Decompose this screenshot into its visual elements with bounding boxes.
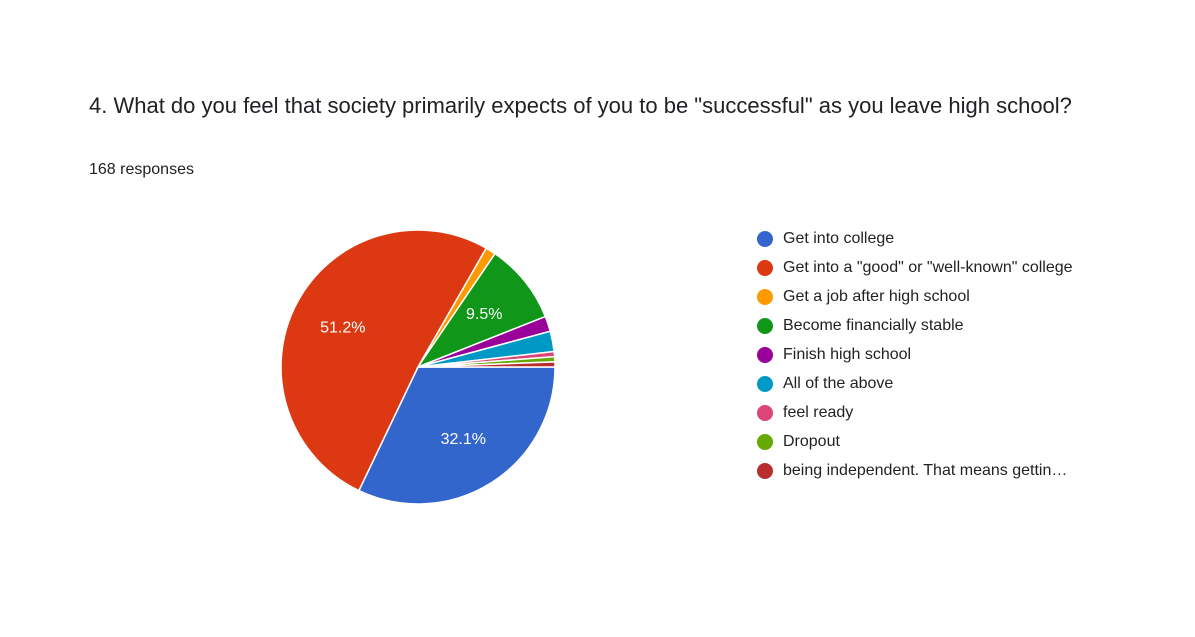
legend-item: feel ready: [757, 402, 1087, 424]
legend-label: being independent. That means gettin…: [783, 462, 1068, 479]
legend-label: Finish high school: [783, 346, 912, 363]
legend-label: feel ready: [783, 404, 854, 421]
legend-label: Get into college: [783, 230, 895, 247]
legend-label: Dropout: [783, 433, 840, 450]
legend-swatch: [757, 260, 773, 276]
question-title: 4. What do you feel that society primari…: [89, 93, 1072, 118]
legend-swatch: [757, 463, 773, 479]
pie-slice-0: [357, 366, 556, 505]
legend-item: Get a job after high school: [757, 286, 1087, 308]
legend-label: Get a job after high school: [783, 288, 970, 305]
pie-slice-1: [280, 229, 488, 492]
slice-data-label-3: 9.5%: [466, 306, 502, 323]
legend-item: Become financially stable: [757, 315, 1087, 337]
legend-swatch: [757, 289, 773, 305]
pie-slice-8: [417, 361, 556, 368]
legend-swatch: [757, 434, 773, 450]
slice-data-label-1: 51.2%: [320, 319, 365, 336]
legend-label: Become financially stable: [783, 317, 964, 334]
legend-swatch: [757, 405, 773, 421]
legend-swatch: [757, 231, 773, 247]
legend-item: All of the above: [757, 373, 1087, 395]
legend-item: Finish high school: [757, 344, 1087, 366]
pie-slice-3: [416, 252, 547, 369]
legend-label: Get into a "good" or "well-known" colleg…: [783, 259, 1073, 276]
legend-swatch: [757, 376, 773, 392]
legend-label: All of the above: [783, 375, 894, 392]
slice-data-label-0: 32.1%: [441, 431, 486, 448]
legend-item: Get into college: [757, 228, 1087, 250]
response-count: 168 responses: [89, 161, 194, 178]
chart-legend: Get into college Get into a "good" or "we…: [757, 228, 1087, 489]
legend-swatch: [757, 347, 773, 363]
legend-swatch: [757, 318, 773, 334]
legend-item: being independent. That means gettin…: [757, 460, 1087, 482]
legend-item: Dropout: [757, 431, 1087, 453]
legend-item: Get into a "good" or "well-known" colleg…: [757, 257, 1087, 279]
